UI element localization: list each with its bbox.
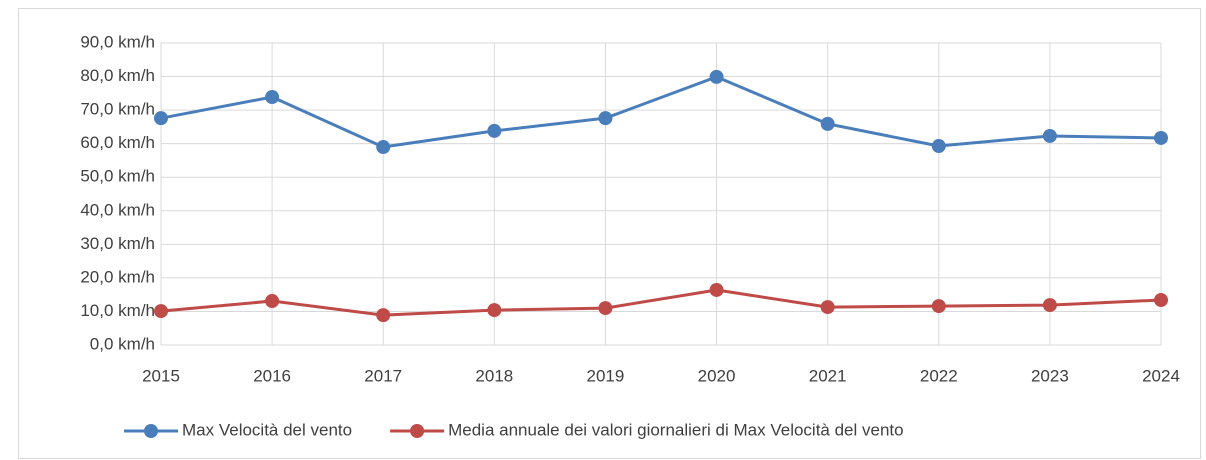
x-tick-label: 2022 (920, 366, 958, 385)
x-tick-label: 2015 (142, 366, 180, 385)
x-tick-label: 2018 (475, 366, 513, 385)
y-tick-label: 60,0 km/h (80, 133, 155, 152)
y-tick-label: 20,0 km/h (80, 267, 155, 286)
x-tick-label: 2024 (1142, 366, 1180, 385)
series-line (160, 75, 1162, 149)
x-tick-label: 2019 (587, 366, 625, 385)
x-tick-label: 2017 (364, 366, 402, 385)
point (709, 69, 724, 84)
point (820, 116, 835, 131)
point (487, 123, 502, 138)
y-tick-label: 70,0 km/h (80, 100, 155, 119)
y-tick-label: 80,0 km/h (80, 66, 155, 85)
point (265, 90, 280, 105)
legend-marker (410, 424, 425, 438)
point (820, 300, 835, 315)
point (598, 111, 613, 126)
point (1154, 130, 1168, 145)
point (598, 301, 613, 316)
point (265, 294, 280, 309)
point (154, 111, 168, 126)
y-tick-label: 0,0 km/h (90, 334, 155, 353)
y-tick-label: 30,0 km/h (80, 234, 155, 253)
series-line (160, 288, 1162, 317)
y-tick-label: 90,0 km/h (80, 32, 155, 51)
point (376, 308, 391, 323)
legend-label: Media annuale dei valori giornalieri di … (448, 420, 904, 439)
point (376, 140, 391, 155)
point (1042, 298, 1057, 313)
y-tick-label: 50,0 km/h (80, 167, 155, 186)
chart-border (18, 8, 1201, 459)
x-tick-label: 2023 (1031, 366, 1069, 385)
y-tick-label: 10,0 km/h (80, 301, 155, 320)
legend-marker (144, 424, 158, 438)
x-tick-label: 2020 (698, 366, 736, 385)
point (154, 304, 168, 319)
point (709, 282, 724, 297)
y-tick-label: 40,0 km/h (80, 200, 155, 219)
x-tick-label: 2016 (253, 366, 291, 385)
point (1042, 128, 1057, 143)
x-tick-label: 2021 (809, 366, 847, 385)
point (1154, 293, 1168, 308)
point (931, 299, 946, 314)
point (487, 303, 502, 318)
point (931, 139, 946, 154)
legend-label: Max Velocità del vento (182, 420, 352, 439)
